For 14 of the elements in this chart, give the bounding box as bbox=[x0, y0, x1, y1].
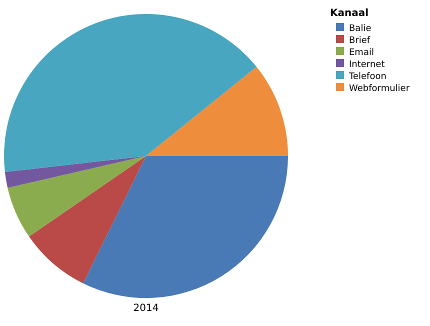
text: 2014 bbox=[133, 303, 159, 314]
legend-label: Email bbox=[349, 48, 374, 58]
legend-title: Kanaal bbox=[330, 8, 369, 19]
legend-label: Internet bbox=[349, 60, 386, 70]
pie-slice bbox=[4, 14, 257, 172]
legend-label: Balie bbox=[349, 24, 372, 34]
legend-label: Brief bbox=[349, 36, 371, 46]
legend-label: Webformulier bbox=[349, 84, 410, 94]
pie-slice bbox=[146, 66, 288, 156]
pie-slice bbox=[83, 156, 288, 298]
legend-label: Telefoon bbox=[348, 72, 386, 82]
pie-slice bbox=[4, 156, 146, 188]
pie-slice bbox=[29, 156, 146, 284]
pie-slice bbox=[8, 156, 146, 237]
